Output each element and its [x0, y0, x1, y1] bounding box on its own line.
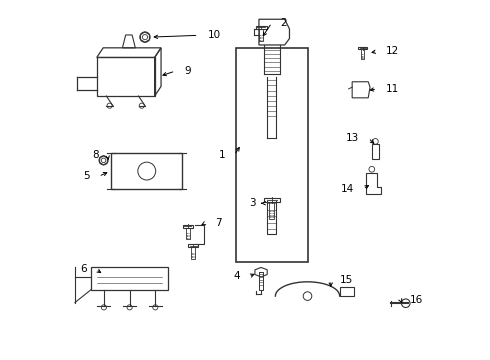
Text: 11: 11 — [386, 84, 399, 94]
Text: 10: 10 — [207, 30, 220, 40]
Text: 1: 1 — [219, 150, 225, 160]
Text: 8: 8 — [92, 150, 98, 160]
Bar — [111, 153, 182, 189]
Bar — [236, 48, 308, 262]
Text: 5: 5 — [83, 171, 90, 181]
Text: 6: 6 — [80, 264, 87, 274]
Text: 2: 2 — [281, 18, 287, 28]
Text: 13: 13 — [346, 133, 359, 143]
Text: 15: 15 — [340, 275, 353, 285]
Text: 12: 12 — [386, 46, 399, 57]
Text: 4: 4 — [233, 271, 240, 282]
Text: 3: 3 — [249, 198, 256, 208]
Text: 7: 7 — [215, 218, 221, 228]
Text: 14: 14 — [341, 184, 354, 194]
Text: 9: 9 — [184, 66, 191, 76]
Text: 16: 16 — [409, 295, 422, 305]
